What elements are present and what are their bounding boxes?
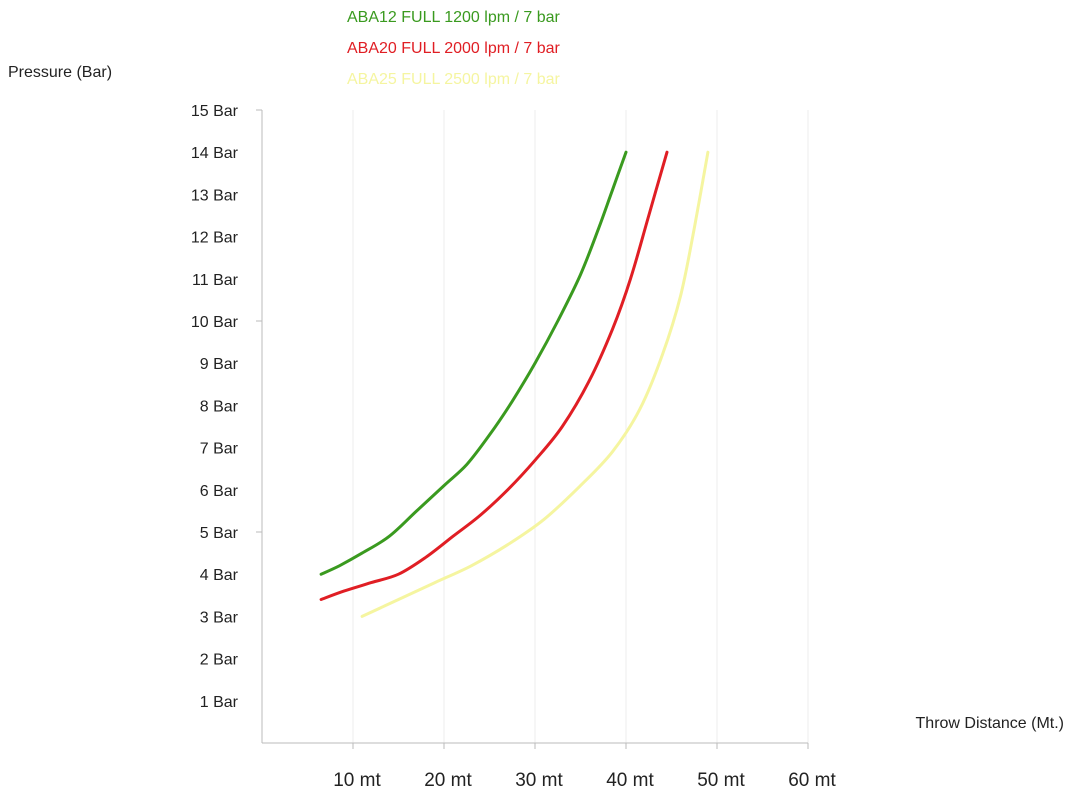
series-line-3 (360, 150, 710, 618)
axes (256, 109, 809, 749)
grid-lines (352, 110, 809, 743)
y-tick-label: 13 Bar (191, 187, 239, 204)
y-axis-label: Pressure (Bar) (8, 64, 112, 81)
x-axis-label: Throw Distance (Mt.) (916, 715, 1064, 732)
y-tick-label: 5 Bar (200, 525, 239, 542)
y-tick-label: 8 Bar (200, 398, 239, 415)
x-tick-label: 60 mt (788, 770, 836, 791)
y-tick-label: 4 Bar (200, 567, 239, 584)
y-tick-label: 1 Bar (200, 694, 239, 711)
x-tick-label: 40 mt (606, 770, 654, 791)
y-tick-labels: 15 Bar 14 Bar 13 Bar 12 Bar 11 Bar 10 Bar 9 Ba… (191, 103, 239, 711)
x-tick-label: 20 mt (424, 770, 472, 791)
series-lines (319, 150, 710, 618)
y-tick-label: 7 Bar (200, 441, 239, 458)
x-tick-label: 50 mt (697, 770, 745, 791)
x-tick-label: 10 mt (333, 770, 381, 791)
legend-entry-3: ABA25 FULL 2500 lpm / 7 bar (347, 71, 561, 88)
y-tick-label: 12 Bar (191, 230, 239, 247)
series-line-1 (319, 150, 628, 576)
y-tick-label: 14 Bar (191, 145, 239, 162)
legend: ABA12 FULL 1200 lpm / 7 bar ABA20 FULL 20… (347, 9, 561, 88)
x-tick-labels: 10 mt 20 mt 30 mt 40 mt 50 mt 60 mt (333, 770, 836, 791)
y-tick-label: 15 Bar (191, 103, 239, 120)
y-tick-label: 10 Bar (191, 314, 239, 331)
x-tick-label: 30 mt (515, 770, 563, 791)
legend-entry-2: ABA20 FULL 2000 lpm / 7 bar (347, 40, 561, 57)
y-tick-label: 9 Bar (200, 356, 239, 373)
series-line-2 (319, 150, 669, 601)
y-tick-label: 6 Bar (200, 483, 239, 500)
y-tick-label: 11 Bar (192, 272, 239, 289)
y-tick-label: 3 Bar (200, 609, 239, 626)
legend-entry-1: ABA12 FULL 1200 lpm / 7 bar (347, 9, 561, 26)
y-tick-label: 2 Bar (200, 652, 239, 669)
